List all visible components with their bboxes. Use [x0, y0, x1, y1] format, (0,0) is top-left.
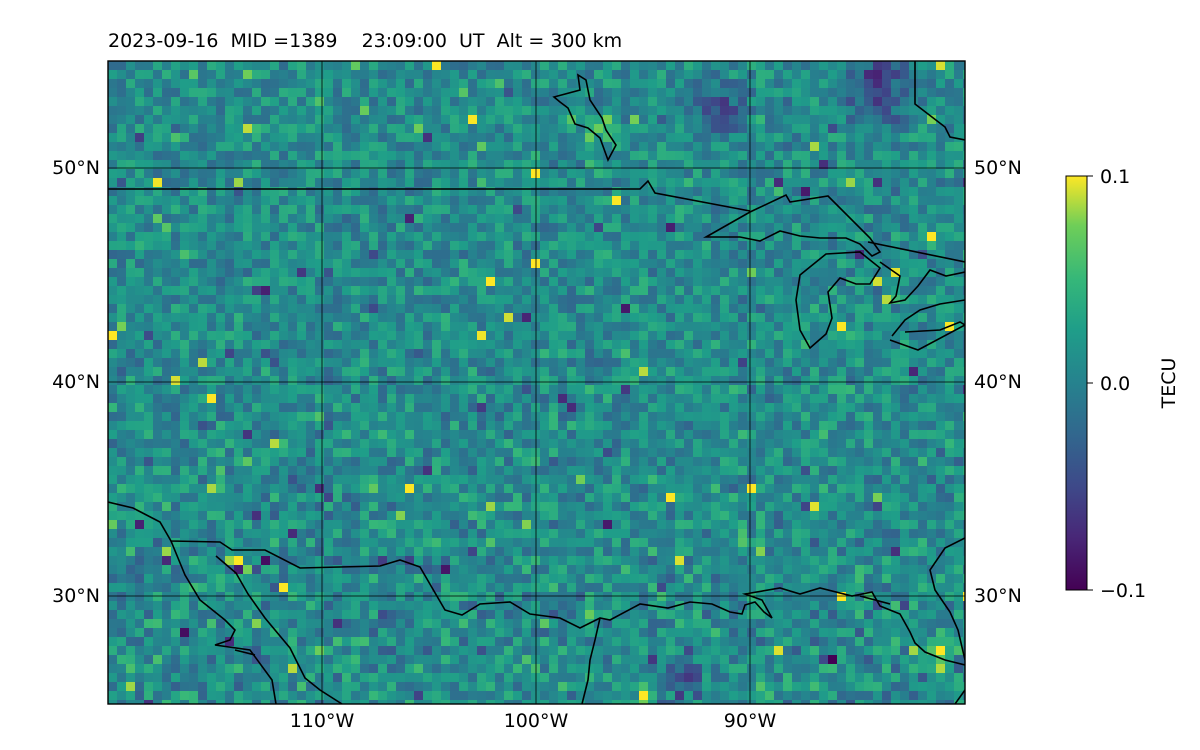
colorbar-tick-label: −0.1 [1100, 580, 1146, 602]
y-tick-label-right: 50°N [974, 157, 1022, 179]
tec-heatmap [108, 61, 965, 704]
colorbar-tick-label: 0.1 [1100, 166, 1130, 188]
y-tick-label-right: 40°N [974, 371, 1022, 393]
map-coastlines [108, 61, 965, 704]
mexico-coast [108, 501, 965, 666]
chart-title: 2023-09-16 MID =1389 23:09:00 UT Alt = 3… [108, 30, 623, 52]
y-tick-label-left: 40°N [52, 371, 100, 393]
x-tick-label: 110°W [290, 710, 355, 732]
colorbar-tick-label: 0.0 [1100, 373, 1130, 395]
map-gridlines [108, 61, 965, 704]
us-canada-border [108, 179, 751, 212]
great-lakes-outline [702, 193, 882, 257]
colorbar-gradient [1065, 175, 1088, 591]
y-tick-label-left: 50°N [52, 157, 100, 179]
colorbar-label: TECU [1158, 358, 1180, 410]
map-frame [107, 60, 966, 705]
colorbar: 0.1 0.0 −0.1 TECU [1065, 166, 1180, 602]
y-tick-label-left: 30°N [52, 585, 100, 607]
x-tick-label: 100°W [504, 710, 569, 732]
hudson-bay-coast [552, 73, 617, 162]
x-tick-label: 90°W [724, 710, 777, 732]
y-tick-label-right: 30°N [974, 585, 1022, 607]
